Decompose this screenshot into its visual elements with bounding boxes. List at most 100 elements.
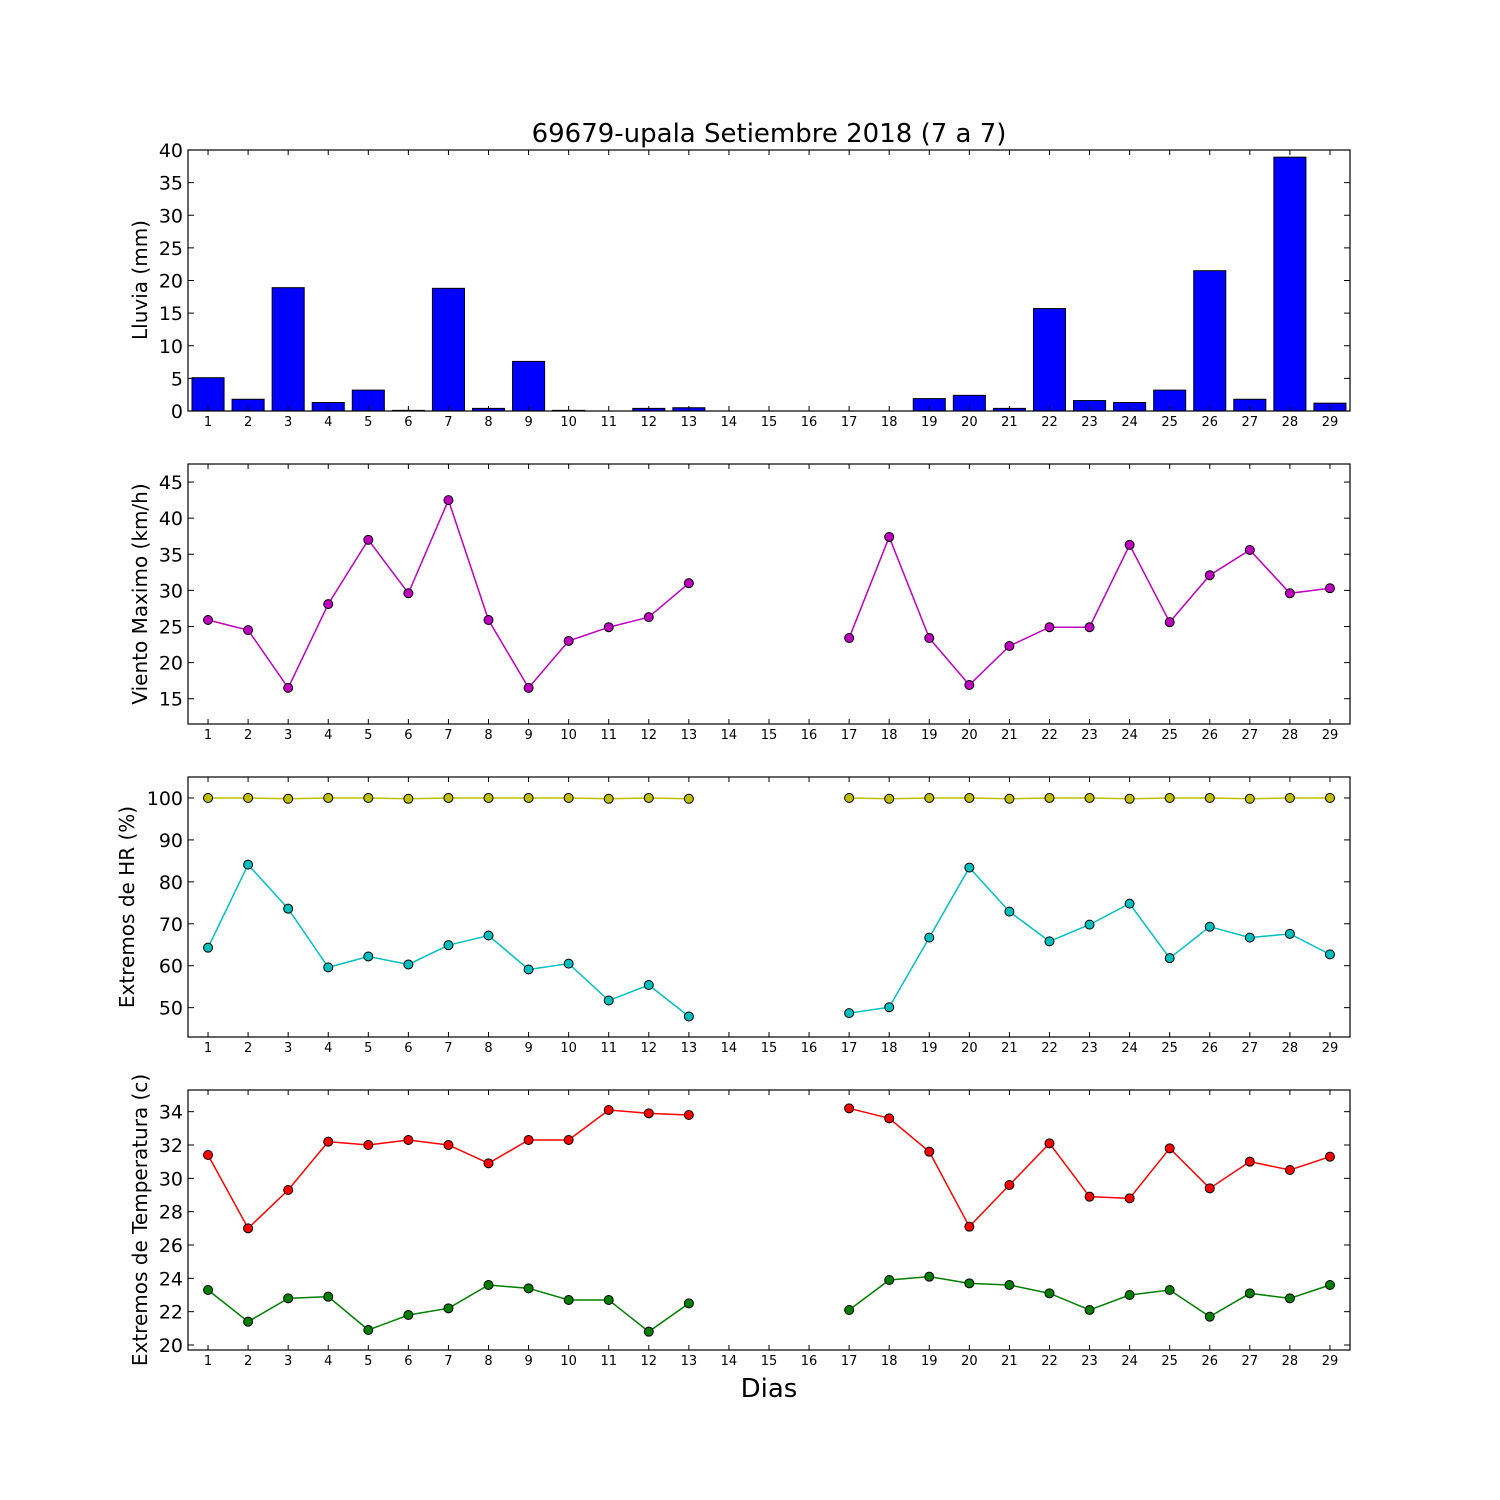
- series-0-point-day-4: [323, 599, 334, 610]
- ytick-label: 32: [159, 1135, 183, 1157]
- series-1-point-day-19: [924, 1271, 935, 1282]
- xtick-label: 7: [444, 1041, 452, 1056]
- ytick-label: 30: [159, 1168, 183, 1190]
- series-1-point-day-5: [363, 951, 374, 962]
- series-1-point-day-20: [964, 862, 975, 873]
- ytick-label: 0: [171, 401, 183, 423]
- series-1-point-day-6: [403, 1310, 414, 1320]
- xtick-label: 18: [881, 1041, 898, 1056]
- series-0-point-day-28: [1284, 1165, 1295, 1175]
- xtick-label: 17: [841, 1354, 858, 1369]
- xtick-label: 1: [204, 1041, 212, 1056]
- series-0-point-day-1: [203, 792, 214, 803]
- xtick-label: 1: [204, 415, 212, 430]
- series-0-point-day-5: [363, 792, 374, 803]
- xtick-label: 29: [1322, 415, 1339, 430]
- xtick-label: 10: [560, 415, 577, 430]
- xtick-label: 5: [364, 1354, 372, 1369]
- series-1-point-day-26: [1204, 1311, 1215, 1322]
- xtick-label: 2: [244, 1041, 252, 1056]
- xtick-label: 6: [404, 728, 412, 743]
- rain-bar-day-7: [431, 287, 465, 412]
- series-0-point-day-20: [964, 1221, 975, 1232]
- series-0-point-day-2: [243, 625, 254, 636]
- series-1-point-day-28: [1284, 928, 1295, 939]
- xtick-label: 23: [1081, 1354, 1098, 1369]
- series-1-point-day-4: [323, 1291, 334, 1302]
- series-0-point-day-21: [1004, 641, 1015, 651]
- xtick-label: 5: [364, 728, 372, 743]
- series-0-point-day-8: [483, 615, 494, 625]
- series-0-point-day-24: [1124, 793, 1135, 804]
- rain-bar-day-28: [1273, 156, 1307, 412]
- xtick-label: 11: [600, 1354, 617, 1369]
- series-1-point-day-3: [283, 903, 294, 914]
- series-0-point-day-10: [563, 1135, 574, 1145]
- xtick-label: 15: [761, 415, 778, 430]
- xtick-label: 3: [284, 728, 292, 743]
- ytick-label: 25: [159, 238, 183, 260]
- xtick-label: 7: [444, 415, 452, 430]
- series-1-point-day-2: [243, 859, 254, 870]
- series-1-point-day-7: [443, 940, 454, 951]
- series-0-point-day-25: [1164, 617, 1175, 628]
- series-0-point-day-18: [884, 793, 895, 804]
- series-0-point-day-6: [403, 1135, 414, 1145]
- xtick-label: 17: [841, 415, 858, 430]
- xtick-label: 16: [801, 1354, 818, 1369]
- ytick-label: 20: [159, 271, 183, 293]
- series-1-point-day-10: [563, 1295, 574, 1305]
- xtick-label: 4: [324, 1354, 332, 1369]
- series-0-point-day-19: [924, 792, 935, 803]
- xtick-label: 3: [284, 1041, 292, 1056]
- xtick-label: 12: [641, 1041, 658, 1056]
- xtick-label: 8: [484, 415, 492, 430]
- series-0-point-day-2: [243, 1223, 254, 1234]
- series-0-point-day-5: [363, 534, 374, 545]
- series-1-point-day-8: [483, 1280, 494, 1290]
- xtick-label: 14: [721, 415, 738, 430]
- series-1-point-day-24: [1124, 898, 1135, 909]
- ytick-label: 60: [159, 956, 183, 978]
- xtick-label: 20: [961, 728, 978, 743]
- xtick-label: 16: [801, 728, 818, 743]
- series-1-point-day-3: [283, 1293, 294, 1304]
- xtick-label: 28: [1282, 415, 1299, 430]
- ytick-label: 40: [159, 140, 183, 162]
- series-0-point-day-24: [1124, 1193, 1135, 1204]
- series-0-point-day-4: [323, 792, 334, 803]
- xtick-label: 14: [721, 728, 738, 743]
- xtick-label: 6: [404, 1041, 412, 1056]
- xtick-label: 9: [524, 1041, 532, 1056]
- series-0-point-day-13: [683, 578, 694, 589]
- xtick-label: 3: [284, 1354, 292, 1369]
- xtick-label: 5: [364, 415, 372, 430]
- series-1-point-day-24: [1124, 1290, 1135, 1300]
- series-0-point-day-23: [1084, 792, 1095, 803]
- ytick-label: 10: [159, 336, 183, 358]
- xtick-label: 23: [1081, 415, 1098, 430]
- xtick-label: 28: [1282, 728, 1299, 743]
- xtick-label: 6: [404, 415, 412, 430]
- xtick-label: 25: [1161, 728, 1178, 743]
- xtick-label: 28: [1282, 1041, 1299, 1056]
- xtick-label: 18: [881, 1354, 898, 1369]
- series-1-point-day-23: [1084, 919, 1095, 930]
- xtick-label: 2: [244, 1354, 252, 1369]
- series-1-point-day-6: [403, 959, 414, 970]
- xtick-label: 1: [204, 1354, 212, 1369]
- series-0-point-day-25: [1164, 1143, 1175, 1154]
- xtick-label: 8: [484, 728, 492, 743]
- series-0-point-day-29: [1324, 1151, 1335, 1162]
- xtick-label: 15: [761, 728, 778, 743]
- series-1-point-day-22: [1044, 1288, 1055, 1299]
- ytick-label: 20: [159, 1335, 183, 1357]
- xtick-label: 26: [1201, 728, 1218, 743]
- ytick-label: 45: [159, 472, 183, 494]
- rainfall-ylabel: Lluvia (mm): [128, 220, 152, 340]
- xtick-label: 14: [721, 1041, 738, 1056]
- series-1-point-day-13: [683, 1298, 694, 1309]
- series-1-point-day-19: [924, 932, 935, 943]
- xtick-label: 20: [961, 1354, 978, 1369]
